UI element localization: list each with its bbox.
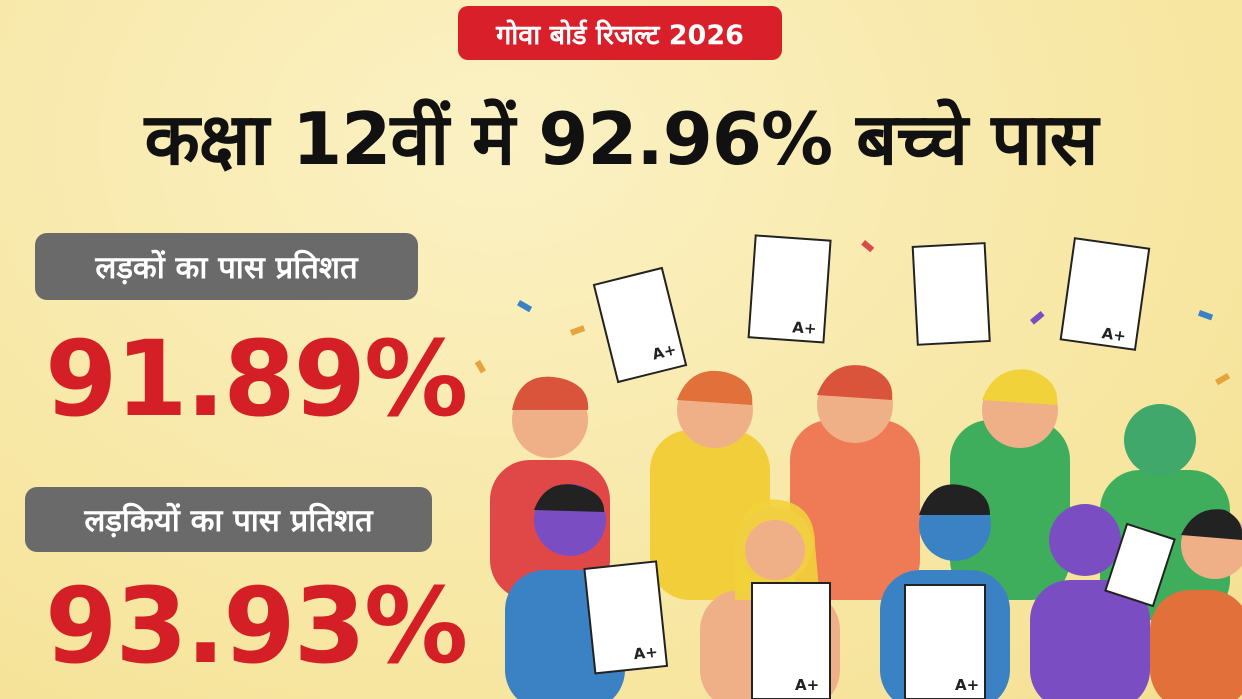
badge: गोवा बोर्ड रिजल्ट 2026 <box>458 6 782 60</box>
grade: A+ <box>795 676 819 694</box>
grade: A+ <box>1101 324 1127 345</box>
grade: A+ <box>633 643 659 663</box>
stat-label: लड़कों का पास प्रतिशत <box>35 233 418 300</box>
grade: A+ <box>955 676 979 694</box>
title: कक्षा 12वीं में 92.96% बच्चे पास <box>144 97 1099 181</box>
stat-value: 93.93% <box>45 565 468 687</box>
grade: A+ <box>792 318 817 338</box>
stat-label: लड़कियों का पास प्रतिशत <box>25 487 432 552</box>
report-cards: A+ A+ A+ A+ A+ A+ <box>583 234 1176 699</box>
stat-value: 91.89% <box>45 318 468 440</box>
grade: A+ <box>650 340 678 363</box>
